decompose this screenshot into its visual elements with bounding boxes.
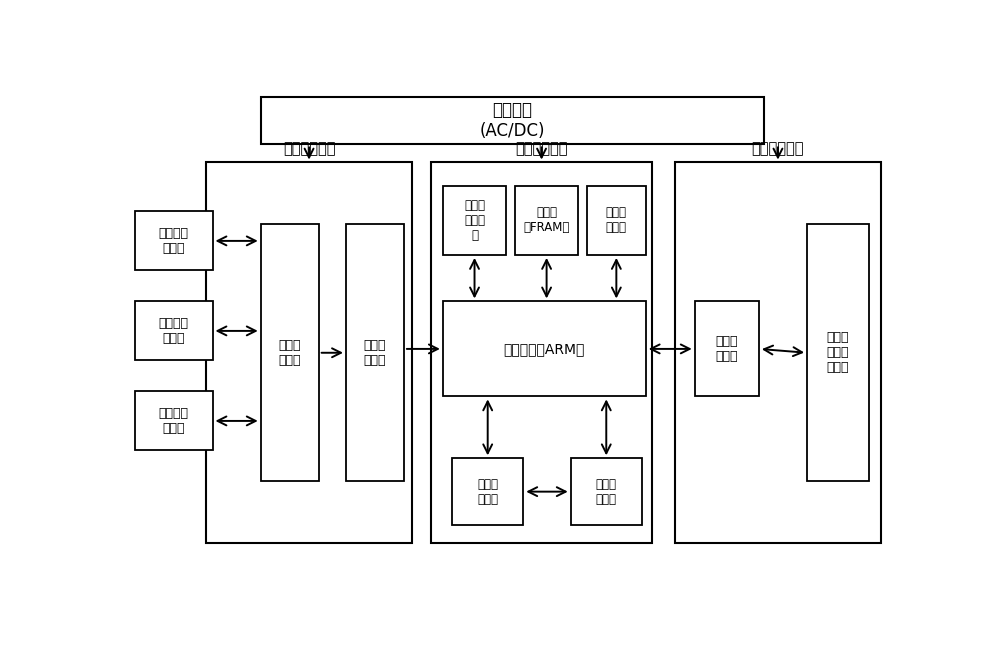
Text: 数据处理单元: 数据处理单元 [515,142,568,156]
Text: 曲线分
析模块: 曲线分 析模块 [477,478,498,506]
Text: 弹簧状
态指纹
库: 弹簧状 态指纹 库 [464,199,485,242]
Bar [431,162,652,543]
Text: 微控制器（ARM）: 微控制器（ARM） [504,342,585,356]
Bar [571,458,642,525]
Bar [515,186,578,255]
Text: 合闸压力
传感器: 合闸压力 传感器 [159,317,189,345]
Text: 通信与
协议转
换模块: 通信与 协议转 换模块 [827,331,849,374]
Bar [695,301,759,397]
Bar [135,301,213,361]
Bar [443,301,646,397]
Text: 校准压力
传感器: 校准压力 传感器 [159,407,189,435]
Bar [443,186,506,255]
Bar [675,162,881,543]
Text: 数据缓
存模块: 数据缓 存模块 [716,335,738,363]
Bar [452,458,523,525]
Bar [261,224,319,482]
Bar [135,391,213,450]
Text: 信号采集单元: 信号采集单元 [283,142,335,156]
Bar [807,224,869,482]
Text: 存储器
（FRAM）: 存储器 （FRAM） [523,206,570,234]
Text: 电源模块
(AC/DC): 电源模块 (AC/DC) [480,101,545,140]
Bar [206,162,412,543]
Text: 通信控制单元: 通信控制单元 [752,142,804,156]
Bar [135,211,213,271]
Bar [346,224,404,482]
Text: 校准计
算模块: 校准计 算模块 [596,478,617,506]
Bar [261,97,764,144]
Text: 信号采
集模块: 信号采 集模块 [364,339,386,367]
Text: 分闸压力
传感器: 分闸压力 传感器 [159,227,189,255]
Text: 就地操
作模块: 就地操 作模块 [606,206,627,234]
Text: 信号调
理模块: 信号调 理模块 [278,339,301,367]
Bar [587,186,646,255]
